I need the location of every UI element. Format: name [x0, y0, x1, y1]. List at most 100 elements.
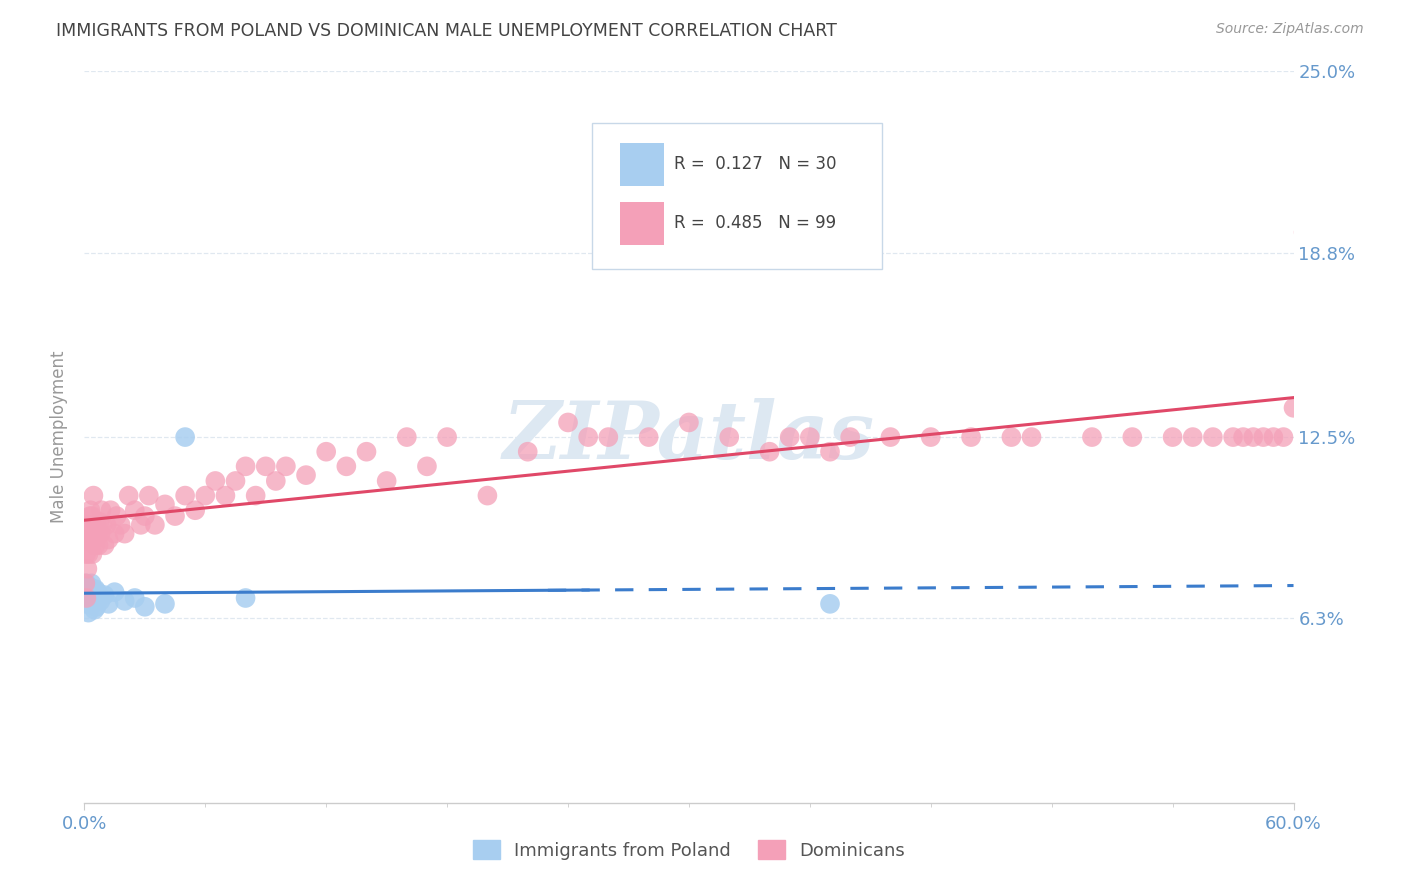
Point: [1403, 430, 1406, 444]
Point: [235, 591, 257, 605]
Point: [356, 444, 378, 458]
Point: [214, 489, 236, 503]
Point: [1161, 430, 1184, 444]
Point: [79, 533, 101, 547]
Point: [77, 579, 100, 593]
Point: [104, 585, 127, 599]
Point: [75, 576, 97, 591]
Point: [89, 526, 111, 541]
Point: [557, 416, 579, 430]
Point: [110, 517, 132, 532]
Point: [138, 489, 160, 503]
Point: [1343, 430, 1365, 444]
Point: [80, 533, 103, 547]
Point: [79, 503, 101, 517]
Point: [1282, 401, 1305, 415]
Point: [477, 489, 499, 503]
Point: [87, 591, 110, 605]
Point: [75, 547, 97, 561]
Point: [818, 444, 841, 458]
Point: [758, 444, 780, 458]
Point: [1202, 430, 1225, 444]
Point: [879, 430, 901, 444]
Point: [274, 459, 297, 474]
Text: Source: ZipAtlas.com: Source: ZipAtlas.com: [1216, 22, 1364, 37]
Point: [134, 599, 156, 614]
Point: [76, 591, 98, 605]
Text: R =  0.485   N = 99: R = 0.485 N = 99: [675, 214, 837, 233]
Point: [1222, 430, 1244, 444]
Point: [436, 430, 458, 444]
Point: [839, 430, 862, 444]
Point: [1241, 430, 1264, 444]
Point: [153, 497, 176, 511]
FancyBboxPatch shape: [620, 202, 664, 244]
Point: [80, 509, 103, 524]
Point: [174, 489, 197, 503]
Point: [77, 588, 100, 602]
Point: [80, 576, 103, 591]
Point: [1263, 430, 1285, 444]
Point: [93, 538, 115, 552]
Point: [576, 430, 599, 444]
Point: [80, 585, 103, 599]
FancyBboxPatch shape: [620, 143, 664, 186]
Point: [416, 459, 439, 474]
Point: [1021, 430, 1043, 444]
Text: R =  0.127   N = 30: R = 0.127 N = 30: [675, 155, 837, 173]
Point: [395, 430, 418, 444]
Point: [1302, 196, 1324, 211]
Point: [82, 489, 104, 503]
Point: [89, 515, 111, 529]
Point: [79, 597, 101, 611]
Point: [124, 591, 146, 605]
Point: [920, 430, 942, 444]
Point: [80, 517, 103, 532]
Point: [254, 459, 277, 474]
Point: [165, 509, 187, 524]
Point: [1384, 430, 1406, 444]
Point: [1081, 430, 1104, 444]
Point: [79, 509, 101, 524]
Point: [1362, 430, 1385, 444]
Legend: Immigrants from Poland, Dominicans: Immigrants from Poland, Dominicans: [465, 833, 912, 867]
Point: [799, 430, 821, 444]
Point: [516, 444, 538, 458]
Point: [818, 597, 841, 611]
Point: [84, 538, 107, 552]
Point: [1292, 225, 1315, 239]
Point: [104, 526, 127, 541]
Point: [83, 603, 105, 617]
Point: [76, 562, 98, 576]
Point: [86, 599, 108, 614]
Point: [718, 430, 741, 444]
Point: [960, 430, 983, 444]
Point: [82, 591, 104, 605]
Point: [77, 517, 100, 532]
Point: [82, 547, 104, 561]
Point: [1232, 430, 1254, 444]
Point: [77, 606, 100, 620]
Point: [335, 459, 357, 474]
Point: [83, 533, 105, 547]
Point: [89, 594, 111, 608]
Point: [91, 517, 114, 532]
Point: [1121, 430, 1143, 444]
Point: [1272, 430, 1295, 444]
Point: [1181, 430, 1204, 444]
Point: [143, 517, 166, 532]
Point: [97, 597, 120, 611]
Point: [93, 588, 115, 602]
Point: [134, 509, 156, 524]
Point: [77, 526, 100, 541]
Point: [204, 474, 226, 488]
Point: [84, 582, 107, 597]
Point: [90, 503, 112, 517]
Point: [124, 503, 146, 517]
Point: [76, 594, 98, 608]
Point: [225, 474, 247, 488]
Point: [1253, 430, 1275, 444]
Point: [295, 468, 318, 483]
Point: [86, 517, 108, 532]
Point: [779, 430, 801, 444]
